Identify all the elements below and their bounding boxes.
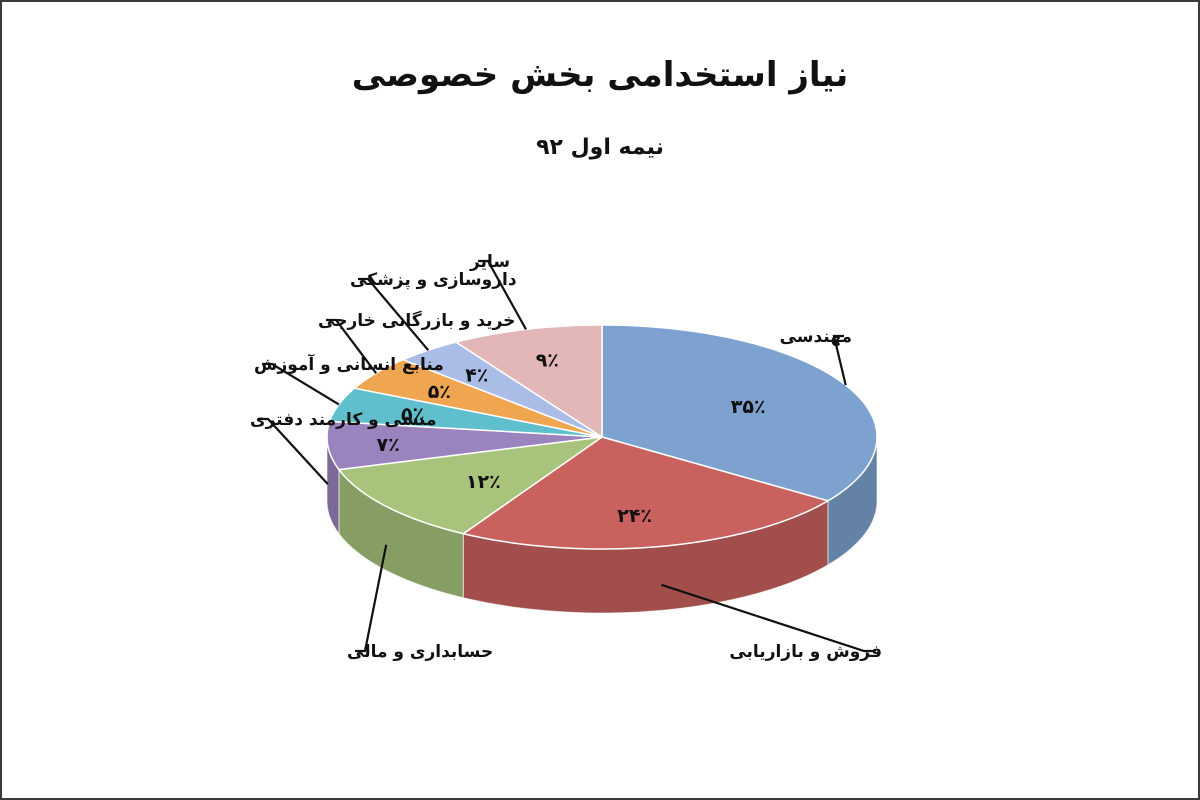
pie-slice-4 [328, 387, 603, 438]
pie-value-label-2: ۱۲٪ [466, 471, 501, 493]
pie-value-label-5: ۵٪ [428, 381, 451, 403]
leader-line-7 [478, 259, 527, 330]
leader-line-6 [358, 277, 430, 351]
chart-title: نیاز استخدامی بخش خصوصی [352, 55, 849, 95]
leader-line-1 [661, 583, 874, 653]
category-label-2: حسابداری و مالی [347, 642, 493, 662]
pie-slice-2 [338, 436, 603, 535]
value-labels: ۳۵٪۲۴٪۱۲٪۷٪۵٪۵٪۴٪۹٪ [376, 350, 765, 528]
category-label-4: منابع انسانی و آموزش [254, 353, 444, 375]
leader-line-2 [355, 544, 388, 653]
leader-line-4 [262, 362, 340, 406]
leader-line-5 [326, 318, 377, 374]
chart-subtitle: نیمه اول ۹۲ [536, 135, 664, 160]
category-label-3: منشی و کارمند دفتری [250, 410, 437, 430]
category-label-0: مهندسی [780, 327, 852, 347]
category-label-5: خرید و بازرگانی خارجی [318, 310, 515, 331]
pie-value-label-0: ۳۵٪ [731, 396, 766, 418]
category-label-1: فروش و بازاریابی [729, 642, 882, 662]
label-leaders [258, 259, 874, 653]
pie-value-label-3: ۷٪ [376, 434, 399, 456]
pie-value-label-1: ۲۴٪ [617, 505, 652, 527]
leader-line-0 [832, 334, 847, 386]
category-labels: مهندسی فروش و بازاریابی حسابداری و مالی منش… [250, 252, 882, 662]
pie-value-label-4: ۵٪ [401, 404, 424, 426]
leader-line-3 [258, 417, 329, 485]
category-label-6: داروسازی و پزشکی [350, 270, 517, 290]
pie-value-label-6: ۴٪ [465, 365, 488, 387]
pie-value-label-7: ۹٪ [536, 350, 559, 372]
category-label-7: سایر [469, 252, 510, 272]
pie-slice-1 [462, 436, 829, 550]
